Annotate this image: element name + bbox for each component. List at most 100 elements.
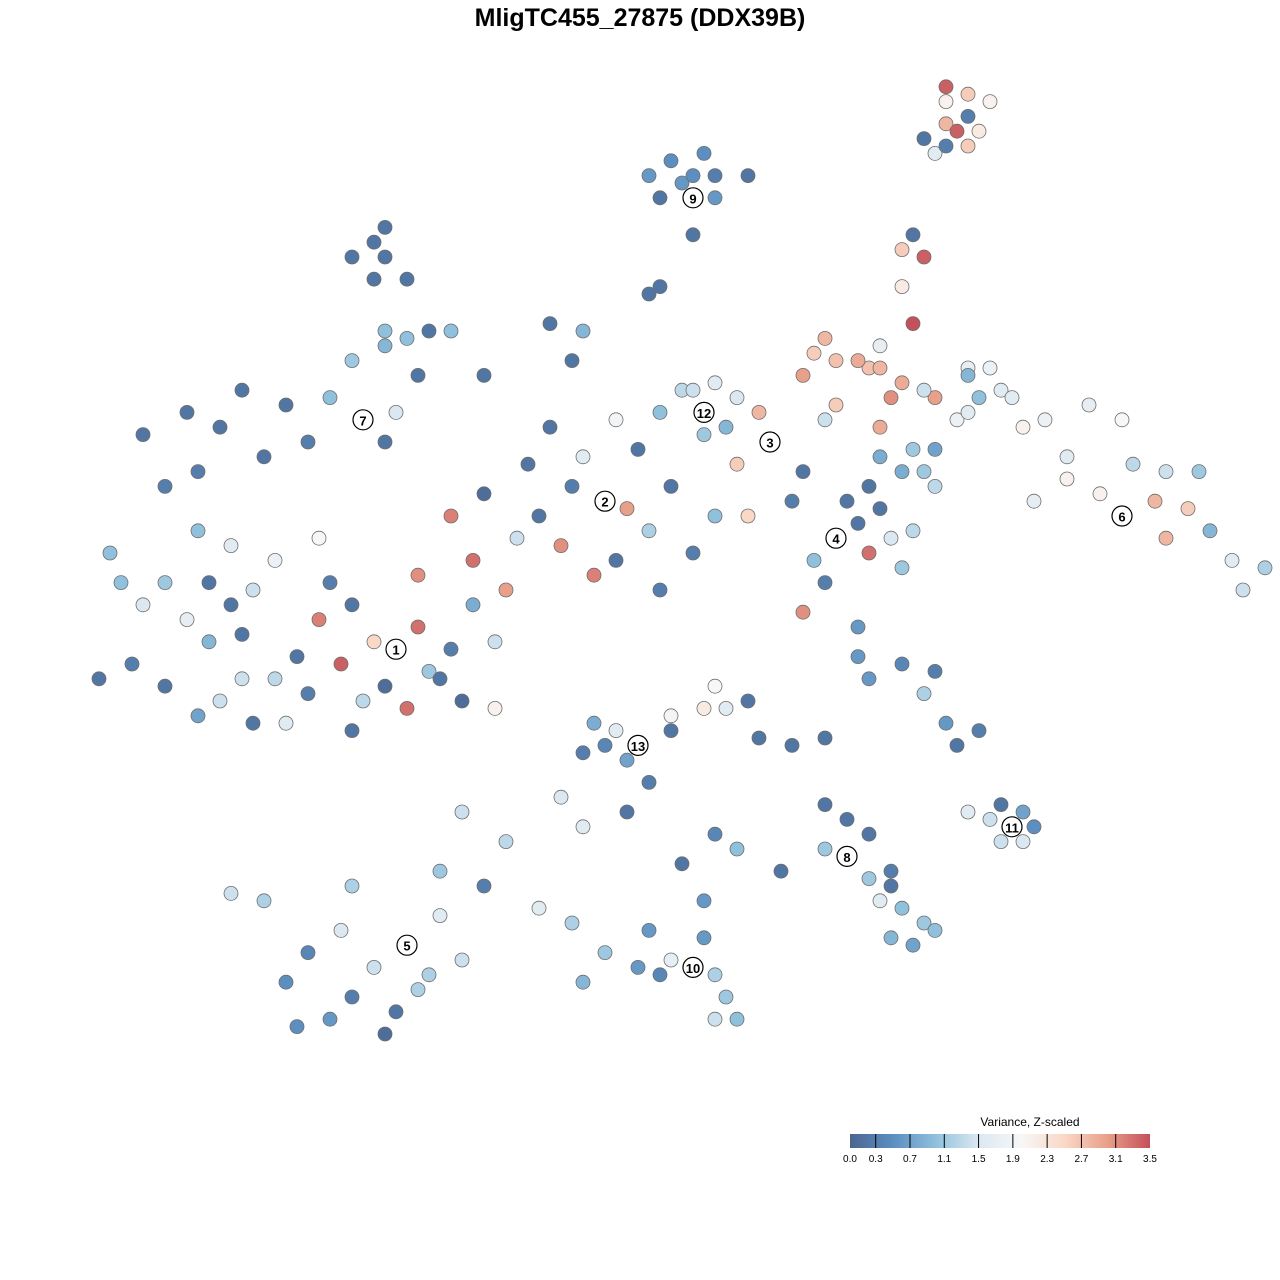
- cell-point: [971, 390, 987, 406]
- cell-point: [1081, 397, 1097, 413]
- cell-point: [157, 575, 173, 590]
- cell-point: [949, 412, 965, 428]
- cell-point: [366, 960, 382, 975]
- cell-point: [432, 671, 448, 687]
- cell-point: [729, 841, 745, 857]
- cell-point: [322, 575, 338, 590]
- legend-colorbar: [850, 1134, 1150, 1148]
- legend-tick-label: 2.7: [1074, 1154, 1089, 1165]
- cell-point: [102, 545, 118, 561]
- cell-point: [575, 745, 591, 761]
- cell-point: [1059, 449, 1075, 465]
- cell-point: [608, 553, 624, 568]
- cell-point: [795, 367, 811, 383]
- cell-point: [476, 878, 492, 894]
- cell-point: [883, 863, 899, 879]
- cell-point: [1114, 412, 1130, 428]
- cell-point: [938, 116, 954, 132]
- cell-point: [905, 441, 921, 457]
- cluster-marker: [627, 734, 649, 757]
- cell-point: [454, 693, 470, 709]
- cell-point: [553, 538, 569, 553]
- cell-point: [652, 190, 668, 206]
- cell-point: [872, 419, 888, 435]
- cell-point: [619, 804, 635, 820]
- legend-tick-label: 0.7: [903, 1154, 917, 1165]
- cell-point: [729, 1011, 745, 1027]
- cell-point: [1224, 553, 1240, 568]
- cell-point: [630, 960, 646, 975]
- legend-title: Variance, Z-scaled: [980, 1115, 1080, 1129]
- cluster-marker: [352, 409, 374, 431]
- cell-point: [993, 797, 1009, 812]
- cell-point: [718, 419, 734, 435]
- cell-point: [245, 715, 261, 731]
- cell-point: [927, 478, 943, 494]
- cluster-number: 1: [392, 643, 399, 658]
- cluster-marker: [693, 401, 715, 423]
- cell-point: [597, 738, 613, 753]
- cluster-label-10: 10: [682, 956, 704, 979]
- cell-point: [509, 530, 525, 546]
- cell-point: [586, 715, 602, 731]
- cell-point: [344, 353, 360, 369]
- cell-point: [949, 123, 965, 139]
- cell-point: [498, 582, 514, 598]
- cell-point: [894, 279, 910, 295]
- cluster-marker: [594, 490, 616, 512]
- cell-point: [740, 168, 756, 184]
- cell-point: [718, 701, 734, 716]
- cell-point: [850, 619, 866, 635]
- cell-point: [619, 752, 635, 768]
- cell-point: [861, 826, 877, 842]
- cell-point: [652, 967, 668, 983]
- cell-point: [124, 656, 140, 672]
- cell-point: [443, 323, 459, 339]
- cell-point: [256, 893, 272, 909]
- cell-point: [872, 360, 888, 376]
- cell-point: [817, 575, 833, 590]
- cell-point: [443, 508, 459, 524]
- cell-point: [564, 478, 580, 494]
- cell-point: [223, 886, 239, 901]
- cluster-number: 3: [766, 436, 773, 451]
- cell-point: [366, 271, 382, 287]
- cell-point: [685, 382, 701, 398]
- cell-point: [421, 323, 437, 339]
- cell-point: [916, 915, 932, 931]
- cell-point: [619, 501, 635, 517]
- cluster-number: 13: [631, 739, 645, 754]
- cell-point: [938, 138, 954, 154]
- cell-point: [905, 227, 921, 243]
- cell-point: [1257, 560, 1273, 576]
- cell-point: [663, 952, 679, 968]
- cell-point: [267, 553, 283, 568]
- cell-point: [894, 242, 910, 258]
- cell-point: [663, 478, 679, 494]
- cluster-marker: [1111, 505, 1133, 527]
- cell-point: [1026, 819, 1042, 835]
- cell-point: [729, 456, 745, 472]
- cell-point: [982, 360, 998, 376]
- cluster-marker: [1001, 816, 1023, 838]
- cell-point: [300, 945, 316, 960]
- cell-point: [828, 353, 844, 369]
- cell-point: [542, 419, 558, 435]
- cell-point: [630, 441, 646, 457]
- cell-point: [388, 1004, 404, 1020]
- cell-point: [641, 286, 657, 302]
- cell-point: [113, 575, 129, 590]
- cell-point: [1037, 412, 1053, 428]
- cell-point: [740, 508, 756, 524]
- cell-point: [982, 812, 998, 827]
- legend-tick-label: 3.1: [1108, 1154, 1123, 1165]
- cell-point: [377, 338, 393, 354]
- cell-point: [399, 701, 415, 716]
- cell-point: [663, 723, 679, 738]
- cell-point: [432, 908, 448, 923]
- cell-point: [564, 915, 580, 931]
- cell-point: [861, 671, 877, 687]
- cluster-marker: [682, 956, 704, 979]
- cluster-marker: [836, 845, 858, 868]
